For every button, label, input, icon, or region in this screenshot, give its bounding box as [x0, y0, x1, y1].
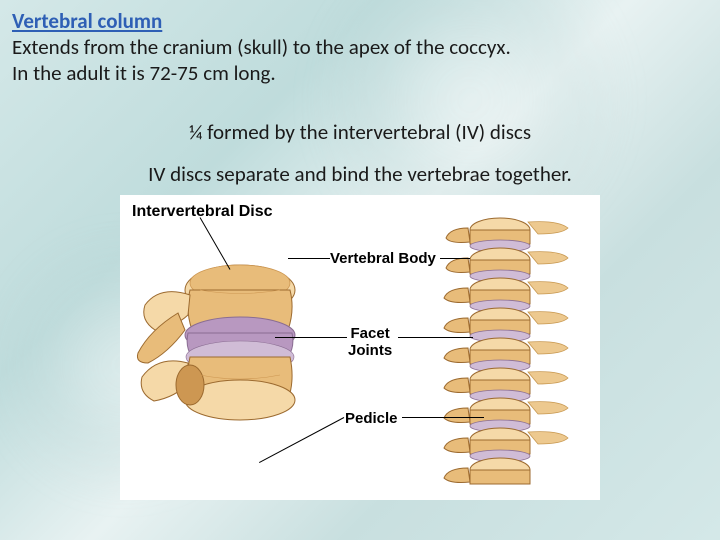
- label-facet-line2: Joints: [348, 342, 392, 359]
- label-facet-line1: Facet: [351, 325, 390, 342]
- heading-vertebral-column: Vertebral column: [12, 8, 162, 34]
- leader-line: [398, 337, 473, 338]
- anatomy-diagram: Intervertebral Disc: [120, 195, 600, 500]
- intro-text: Extends from the cranium (skull) to the …: [12, 34, 708, 87]
- label-vertebral-body: Vertebral Body: [330, 250, 436, 267]
- label-facet-joints: Facet Joints: [348, 325, 392, 360]
- spine-illustration: [440, 210, 570, 490]
- fraction-text: ¼ formed by the intervertebral (IV) disc…: [12, 119, 708, 145]
- intro-line-2: In the adult it is 72-75 cm long.: [12, 60, 708, 86]
- leader-line: [275, 337, 347, 338]
- intro-line-1: Extends from the cranium (skull) to the …: [12, 34, 708, 60]
- leader-line: [288, 258, 330, 259]
- label-pedicle: Pedicle: [345, 410, 398, 427]
- leader-line: [440, 258, 470, 259]
- diagram-title: Intervertebral Disc: [132, 203, 273, 221]
- separate-text: IV discs separate and bind the vertebrae…: [12, 161, 708, 187]
- leader-line: [402, 417, 484, 418]
